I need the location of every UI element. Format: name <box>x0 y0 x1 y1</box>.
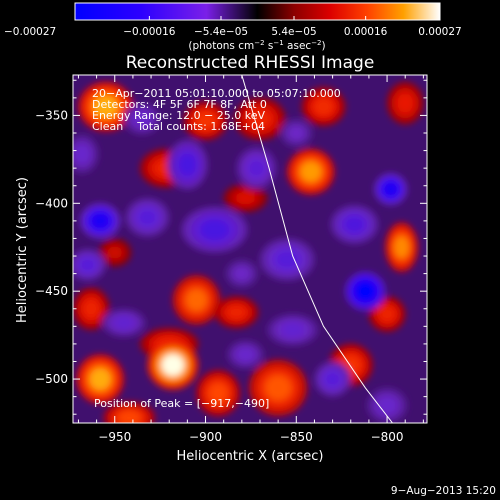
generation-timestamp: 9−Aug−2013 15:20 <box>391 485 496 497</box>
intensity-blob-36-level-2 <box>378 397 397 414</box>
intensity-blob-38-level-2 <box>288 126 304 140</box>
solar-limb-curve <box>241 75 393 423</box>
intensity-blob-9-level-2 <box>83 299 100 319</box>
intensity-blob-34-level-2 <box>114 316 134 330</box>
intensity-blob-23-level-2 <box>79 257 96 272</box>
intensity-blob-31-level-2 <box>356 282 375 300</box>
colorbar-ticks <box>74 16 441 20</box>
intensity-blob-33-level-2 <box>324 371 341 387</box>
intensity-blob-26-level-2 <box>178 153 197 176</box>
colorbar-tick-label-5: 0.00027 <box>418 26 461 38</box>
intensity-blob-39-level-2 <box>234 267 250 280</box>
intensity-blob-22-level-2 <box>91 213 110 229</box>
intensity-blob-24-level-2 <box>137 208 158 227</box>
info-clean-counts: Clean Total counts: 1.68E+04 <box>92 120 265 133</box>
intensity-blob-14-level-2 <box>378 306 396 322</box>
intensity-blob-28-level-2 <box>274 250 300 269</box>
intensity-blob-10-level-2 <box>107 246 123 259</box>
x-axis-ticks <box>77 75 424 423</box>
y-tick-label-1: −400 <box>35 196 68 210</box>
intensity-blob-6-level-2 <box>300 161 322 182</box>
intensity-blob-3-level-2 <box>248 109 272 129</box>
colorbar-tick-label-3: 5.4e−05 <box>271 26 316 38</box>
x-tick-label-3: −800 <box>371 430 404 444</box>
intensity-blob-27-level-2 <box>247 158 266 178</box>
intensity-blob-0-level-2 <box>93 95 118 118</box>
colorbar-tick-label-4: 0.00016 <box>344 26 388 38</box>
y-axis-title: Heliocentric Y (arcsec) <box>15 177 30 323</box>
colorbar-tick-label-0: −0.00027 <box>4 26 56 38</box>
intensity-blob-21-level-2 <box>74 145 90 163</box>
colorbar: −0.00027 −0.00016 −5.4e−05 5.4e−05 0.00016 0.… <box>4 2 462 52</box>
y-axis-tick-labels: −350 −400 −450 −500 <box>35 108 68 386</box>
intensity-blob-20-level-2 <box>117 410 141 423</box>
x-axis-title: Heliocentric X (arcsec) <box>177 449 324 464</box>
colorbar-tick-label-2: −5.4e−05 <box>194 26 248 38</box>
intensity-blob-11-level-2 <box>185 288 207 312</box>
y-tick-label-2: −450 <box>35 284 68 298</box>
intensity-blob-35-level-2 <box>237 348 254 361</box>
info-energy-range: Energy Range: 12.0 − 25.0 keV <box>92 109 266 122</box>
intensity-blob-30-level-2 <box>383 182 399 197</box>
intensity-blob-4-level-2 <box>313 97 334 116</box>
intensity-blob-25-level-2 <box>199 219 230 240</box>
intensity-blob-8-level-2 <box>394 236 409 259</box>
intensity-blob-7-level-2 <box>235 191 256 205</box>
y-axis-ticks <box>73 79 427 415</box>
observation-info: 20−Apr−2011 05:01:10.000 to 05:07:10.000… <box>92 87 341 133</box>
colorbar-tick-label-1: −0.00016 <box>123 26 176 38</box>
intensity-blob-5-level-2 <box>397 93 414 113</box>
image-plot: −950 −900 −850 −800 −350 −400 −450 −500 20−Apr… <box>35 74 428 444</box>
y-tick-label-0: −350 <box>35 108 68 122</box>
intensity-blob-37-level-2 <box>133 111 151 126</box>
x-tick-label-1: −900 <box>189 430 222 444</box>
intensity-blob-17-level-2 <box>208 382 228 404</box>
intensity-blob-1-level-2 <box>195 112 216 130</box>
intensity-map <box>73 82 424 423</box>
x-tick-label-0: −950 <box>98 430 131 444</box>
intensity-blob-32-level-2 <box>281 322 305 337</box>
intensity-blob-18-level-2 <box>265 375 292 401</box>
colorbar-gradient <box>74 2 441 21</box>
plot-frame <box>72 74 428 424</box>
colorbar-tick-labels: −0.00027 −0.00016 −5.4e−05 5.4e−05 0.00016 0.… <box>4 26 462 38</box>
intensity-blob-16-level-2 <box>89 368 111 391</box>
intensity-blob-13-level-2 <box>226 305 247 320</box>
info-time-range: 20−Apr−2011 05:01:10.000 to 05:07:10.000 <box>92 87 341 100</box>
intensity-blob-29-level-2 <box>343 215 365 234</box>
peak-position-label: Position of Peak = [−917,−490] <box>94 397 269 410</box>
intensity-blob-15-level-2 <box>161 353 185 377</box>
x-axis-tick-labels: −950 −900 −850 −800 <box>98 430 403 444</box>
chart-title: Reconstructed RHESSI Image <box>126 53 375 73</box>
colorbar-unit-label: (photons cm−2 s−1 asec−2) <box>188 39 325 52</box>
y-tick-label-3: −500 <box>35 372 68 386</box>
info-detectors: Detectors: 4F 5F 6F 7F 8F, Att 0 <box>92 98 267 111</box>
x-tick-label-2: −850 <box>280 430 313 444</box>
